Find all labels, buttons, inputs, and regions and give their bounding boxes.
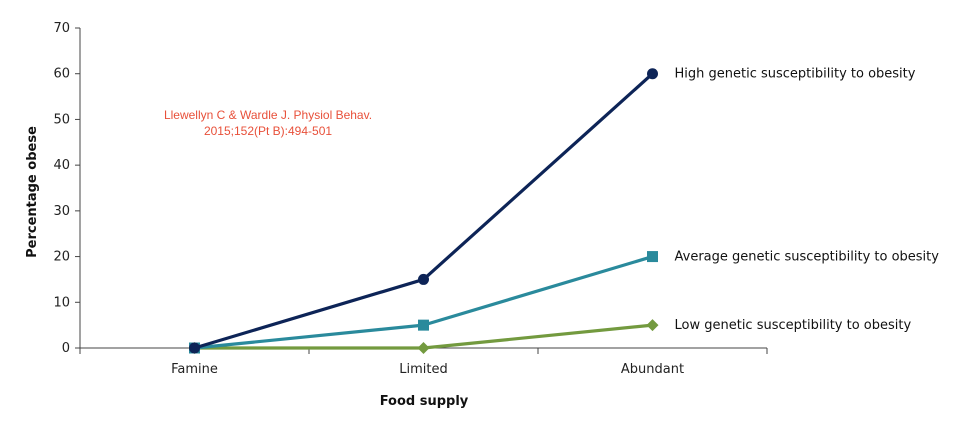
citation-line-1: Llewellyn C & Wardle J. Physiol Behav. [164,108,372,122]
series-label: Average genetic susceptibility to obesit… [675,250,940,265]
series-label: High genetic susceptibility to obesity [675,67,916,82]
data-point-circle [189,342,200,354]
y-tick-label: 70 [53,21,70,36]
data-point-circle [647,68,658,80]
data-point-circle [418,273,429,285]
y-tick-label: 20 [53,250,70,265]
x-axis-title: Food supply [380,394,469,409]
y-ticks: 0 10 20 30 40 50 60 70 [53,21,80,356]
series-labels: Low genetic susceptibility to obesity Ave… [675,67,940,333]
y-tick-label: 0 [62,341,70,356]
x-tick-label: Limited [399,362,447,377]
x-tick-label: Abundant [621,362,684,377]
x-ticks: Famine Limited Abundant [79,348,768,377]
data-point-square [647,251,658,263]
data-point-square [418,319,429,331]
series-2 [189,251,658,354]
series-line [192,254,655,350]
data-point-diamond [417,342,430,354]
y-axis-title: Percentage obese [25,126,40,258]
series-group [188,68,659,354]
y-tick-label: 30 [53,204,70,219]
y-tick-label: 40 [53,158,70,173]
y-tick-label: 10 [53,295,70,310]
citation-line-2: 2015;152(Pt B):494-501 [204,124,332,138]
data-point-diamond [646,319,659,332]
axes [79,28,767,349]
series-label: Low genetic susceptibility to obesity [675,318,912,333]
x-tick-label: Famine [171,362,218,377]
y-tick-label: 50 [53,112,70,127]
y-tick-label: 60 [53,67,70,82]
series-1 [189,68,658,354]
